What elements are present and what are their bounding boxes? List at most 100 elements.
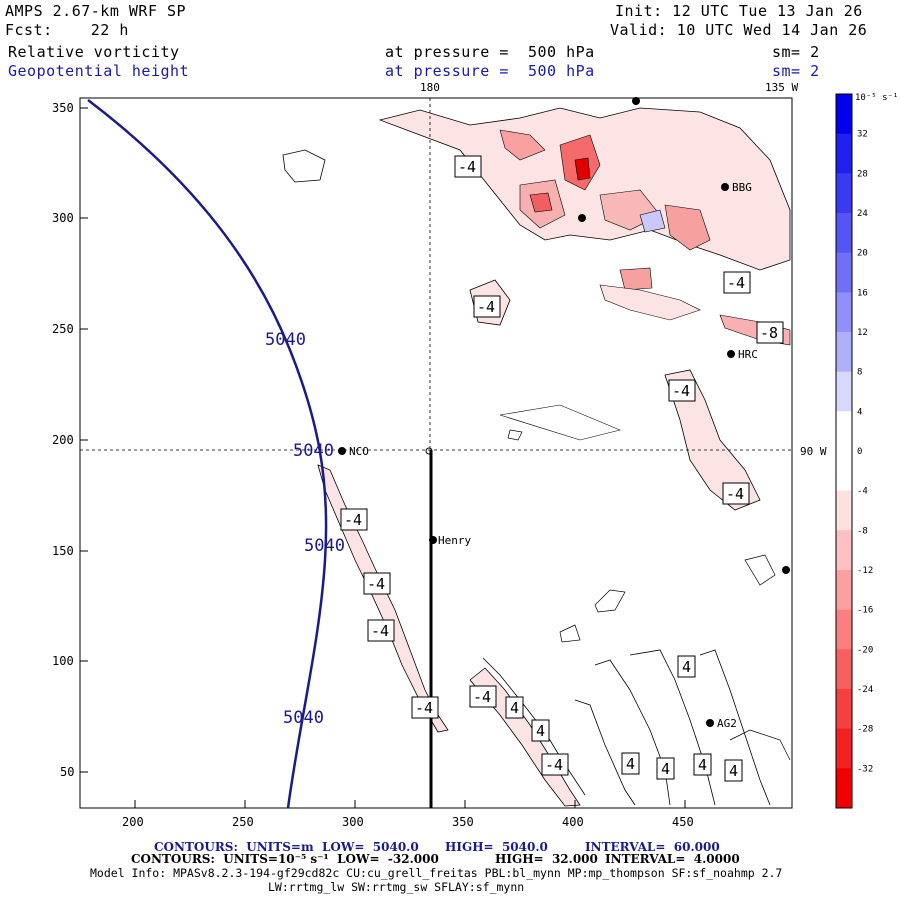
field2-smoothing: sm= 2 — [772, 62, 820, 80]
vort-label: 4 — [626, 755, 635, 773]
colorbar-level-label: -24 — [857, 685, 873, 695]
x-axis: 200 250 300 350 400 450 — [122, 800, 694, 829]
colorbar-swatch — [836, 371, 852, 412]
colorbar-swatch — [836, 570, 852, 611]
vort-label: -4 — [473, 688, 491, 706]
colorbar-level-label: 32 — [857, 130, 868, 140]
colorbar-swatch — [836, 451, 852, 492]
station-dot-nco — [338, 447, 346, 455]
footer-height-interval: INTERVAL= 60.000 — [585, 840, 720, 854]
vort-label: 4 — [536, 722, 545, 740]
lat-label-90w: 90 W — [800, 445, 827, 458]
height-label: 5040 — [265, 330, 306, 350]
y-axis: 350 300 250 200 150 100 50 — [52, 101, 88, 779]
colorbar-swatch — [836, 332, 852, 373]
vort-pos-labels: 4 4 4 4 4 4 4 — [505, 655, 743, 782]
vort-label: 4 — [510, 699, 519, 717]
vort-label: -4 — [477, 298, 495, 316]
colorbar-swatch — [836, 689, 852, 730]
colorbar-swatch — [836, 411, 852, 452]
vort-label: 4 — [698, 756, 707, 774]
x-tick-label: 250 — [232, 815, 254, 829]
station-dot-ag2 — [706, 719, 714, 727]
colorbar-level-label: 12 — [857, 328, 868, 338]
field2-name: Geopotential height — [8, 62, 190, 80]
station-dot-bbg — [721, 183, 729, 191]
colorbar-level-label: 28 — [857, 169, 868, 179]
vort-label: 4 — [661, 760, 670, 778]
vort-label: -4 — [415, 699, 433, 717]
model-title: AMPS 2.67-km WRF SP — [5, 2, 187, 20]
station-label-henry: Henry — [438, 534, 471, 547]
marker-dot-top — [632, 97, 640, 105]
y-tick-label: 300 — [52, 211, 74, 225]
colorbar-swatch — [836, 649, 852, 690]
vort-label: -4 — [458, 158, 476, 176]
colorbar-swatch — [836, 530, 852, 571]
colorbar-swatch — [836, 768, 852, 809]
colorbar-level-label: -4 — [857, 487, 868, 497]
field1-smoothing: sm= 2 — [772, 43, 820, 61]
colorbar-level-label: 24 — [857, 209, 868, 219]
colorbar-level-label: 4 — [857, 407, 862, 417]
valid-time: Valid: 10 UTC Wed 14 Jan 26 — [610, 21, 868, 39]
station-label-ag2: AG2 — [717, 717, 737, 730]
vort-label: -4 — [371, 622, 389, 640]
x-tick-label: 300 — [342, 815, 364, 829]
colorbar-level-label: -16 — [857, 606, 873, 616]
marker-dot-east — [782, 566, 790, 574]
x-tick-label: 200 — [122, 815, 144, 829]
marker-dot-ne — [578, 214, 586, 222]
colorbar-swatch — [836, 609, 852, 650]
footer-vort-contours: CONTOURS: UNITS=10⁻⁵ s⁻¹ LOW= -32.000 — [131, 852, 439, 866]
y-tick-label: 50 — [60, 765, 74, 779]
colorbar-level-label: -8 — [857, 526, 868, 536]
footer-model-info: Model Info: MPASv8.2.3-194-gf29cd82c CU:… — [90, 866, 783, 880]
footer-vort-interval: INTERVAL= 4.0000 — [605, 852, 740, 866]
station-dot-hrc — [727, 350, 735, 358]
colorbar-swatch — [836, 94, 852, 135]
y-tick-label: 250 — [52, 322, 74, 336]
crosssection-start-dot — [425, 447, 433, 455]
height-label: 5040 — [304, 536, 345, 556]
colorbar-level-label: -32 — [857, 764, 873, 774]
y-tick-label: 100 — [52, 654, 74, 668]
vort-label: -4 — [367, 575, 385, 593]
vort-label: 4 — [682, 658, 691, 676]
footer-vort-high: HIGH= 32.000 — [495, 852, 598, 866]
colorbar-swatch — [836, 292, 852, 333]
colorbar-unit: 10⁻⁵ s⁻¹ — [855, 93, 898, 103]
colorbar-swatch — [836, 213, 852, 254]
colorbar-swatch — [836, 490, 852, 531]
y-tick-label: 350 — [52, 101, 74, 115]
x-tick-label: 350 — [452, 815, 474, 829]
footer-physics-info: LW:rrtmg_lw SW:rrtmg_sw SFLAY:sf_mynn — [268, 880, 525, 894]
x-tick-label: 400 — [562, 815, 584, 829]
lon-label-180: 180 — [420, 81, 440, 94]
vort-label: -4 — [545, 756, 563, 774]
init-time: Init: 12 UTC Tue 13 Jan 26 — [615, 2, 863, 20]
footer-height-contours: CONTOURS: UNITS=m LOW= 5040.0 — [154, 840, 419, 854]
colorbar-level-label: 16 — [857, 288, 868, 298]
colorbar-level-label: 20 — [857, 249, 868, 259]
lon-label-135w: 135 W — [765, 81, 798, 94]
station-label-nco: NCO — [349, 445, 369, 458]
y-tick-label: 150 — [52, 544, 74, 558]
colorbar: 10⁻⁵ s⁻¹ 32 28 24 20 16 12 8 4 0 -4 -8 -12 -16 -20 -24… — [835, 93, 898, 809]
station-label-bbg: BBG — [732, 181, 752, 194]
field1-level: at pressure = 500 hPa — [385, 43, 595, 61]
vort-label: -4 — [672, 382, 690, 400]
colorbar-swatch — [836, 252, 852, 293]
colorbar-swatch — [836, 133, 852, 174]
forecast-hour: Fcst: 22 h — [5, 21, 129, 39]
x-tick-label: 450 — [672, 815, 694, 829]
vort-label: 4 — [729, 762, 738, 780]
colorbar-swatch — [836, 728, 852, 769]
colorbar-level-label: 0 — [857, 447, 862, 457]
colorbar-level-label: -20 — [857, 645, 873, 655]
colorbar-swatch — [836, 173, 852, 214]
height-label: 5040 — [293, 441, 334, 461]
vort-neg-labels: -4 -4 -4 -8 -4 -4 -4 -4 -4 -4 -4 -4 — [340, 155, 784, 776]
field1-name: Relative vorticity — [8, 43, 180, 61]
vort-label: -4 — [726, 485, 744, 503]
